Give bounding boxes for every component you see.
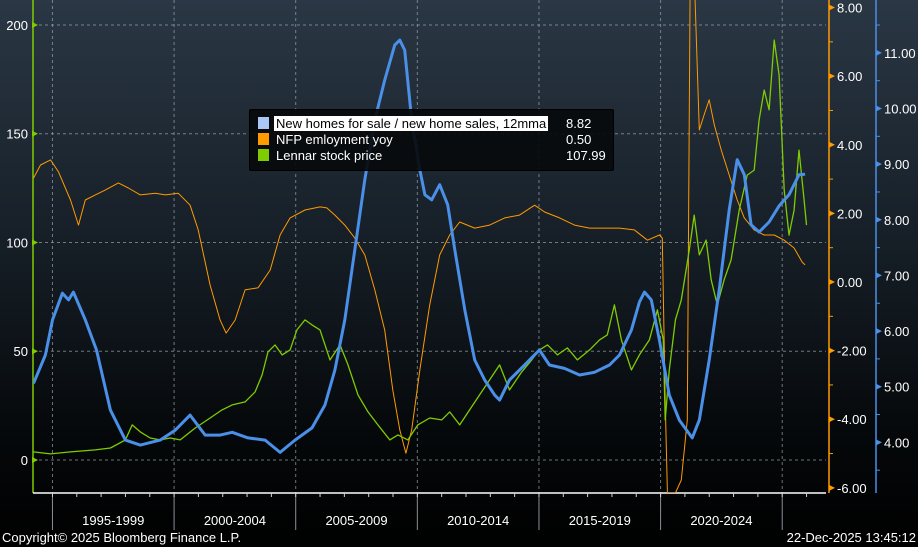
blue-axis-tick-label: 11.00 xyxy=(884,46,916,61)
orange-axis-tick-label: 4.00 xyxy=(837,138,862,153)
orange-axis-tick-marker xyxy=(829,484,835,491)
legend-swatch xyxy=(258,149,269,161)
orange-axis-tick-label: 0.00 xyxy=(837,275,862,290)
blue-axis-tick-marker xyxy=(876,216,882,223)
orange-axis-tick-label: 8.00 xyxy=(837,1,862,16)
x-tick-label: 2015-2019 xyxy=(569,513,631,528)
series-lines xyxy=(33,0,808,493)
left-tick-label: 200 xyxy=(6,18,28,33)
blue-axis-tick-label: 9.00 xyxy=(884,157,909,172)
legend-value: 0.50 xyxy=(566,132,592,147)
blue-axis-tick-label: 8.00 xyxy=(884,213,909,228)
blue-axis-tick-marker xyxy=(876,49,882,56)
left-tick-label: 0 xyxy=(21,453,28,468)
series-line-nfp-employment xyxy=(33,0,806,493)
blue-axis-tick-marker xyxy=(876,105,882,112)
orange-axis-tick-marker xyxy=(829,347,835,354)
orange-axis-tick-marker xyxy=(829,279,835,286)
legend-item-nfp[interactable]: NFP emloyment yoy 0.50 xyxy=(258,132,606,147)
orange-axis-tick-label: -2.00 xyxy=(837,344,867,359)
orange-axis-tick-marker xyxy=(829,210,835,217)
blue-axis-tick-label: 5.00 xyxy=(884,380,909,395)
legend: New homes for sale / new home sales, 12m… xyxy=(249,109,614,171)
timestamp: 22-Dec-2025 13:45:12 xyxy=(786,530,916,545)
legend-swatch xyxy=(258,133,269,145)
legend-item-lennar[interactable]: Lennar stock price 107.99 xyxy=(258,148,606,163)
blue-axis-tick-label: 10.00 xyxy=(884,102,917,117)
x-tick-label: 2010-2014 xyxy=(447,513,509,528)
blue-axis-tick-marker xyxy=(876,161,882,168)
blue-axis-tick-marker xyxy=(876,439,882,446)
left-tick-label: 50 xyxy=(14,344,28,359)
blue-axis-tick-label: 4.00 xyxy=(884,435,909,450)
left-tick-label: 150 xyxy=(6,127,28,142)
orange-axis-tick-label: -6.00 xyxy=(837,481,867,496)
legend-label: NFP emloyment yoy xyxy=(276,132,393,147)
left-tick-label: 100 xyxy=(6,235,28,250)
orange-axis-tick-marker xyxy=(829,416,835,423)
legend-label: Lennar stock price xyxy=(276,148,383,163)
gridlines xyxy=(33,0,826,493)
orange-axis-tick-marker xyxy=(829,73,835,80)
legend-item-new-homes[interactable]: New homes for sale / new home sales, 12m… xyxy=(258,116,606,131)
x-tick-label: 2005-2009 xyxy=(325,513,387,528)
orange-axis-tick-label: 6.00 xyxy=(837,69,862,84)
legend-value: 107.99 xyxy=(566,148,606,163)
orange-axis-tick-marker xyxy=(829,4,835,11)
blue-axis-tick-marker xyxy=(876,328,882,335)
legend-swatch xyxy=(258,117,269,129)
blue-axis-tick-marker xyxy=(876,383,882,390)
orange-axis-tick-label: 2.00 xyxy=(837,206,862,221)
x-tick-label: 2020-2024 xyxy=(690,513,752,528)
orange-axis-tick-marker xyxy=(829,141,835,148)
x-tick-label: 2000-2004 xyxy=(204,513,266,528)
copyright-text: Copyright© 2025 Bloomberg Finance L.P. xyxy=(2,530,242,545)
legend-value: 8.82 xyxy=(566,116,592,131)
series-line-lennar-price xyxy=(33,39,808,455)
axes: 0 50 100 150 200 1995-1999 2000-2004 2005-2009 2… xyxy=(6,0,917,530)
legend-label: New homes for sale / new home sales, 12m… xyxy=(274,116,549,131)
series-line-new-homes-ratio xyxy=(33,38,806,454)
blue-axis-tick-marker xyxy=(876,272,882,279)
orange-axis-tick-label: -4.00 xyxy=(837,412,867,427)
blue-axis-tick-label: 7.00 xyxy=(884,268,909,283)
blue-axis-tick-label: 6.00 xyxy=(884,324,909,339)
x-tick-label: 1995-1999 xyxy=(82,513,144,528)
